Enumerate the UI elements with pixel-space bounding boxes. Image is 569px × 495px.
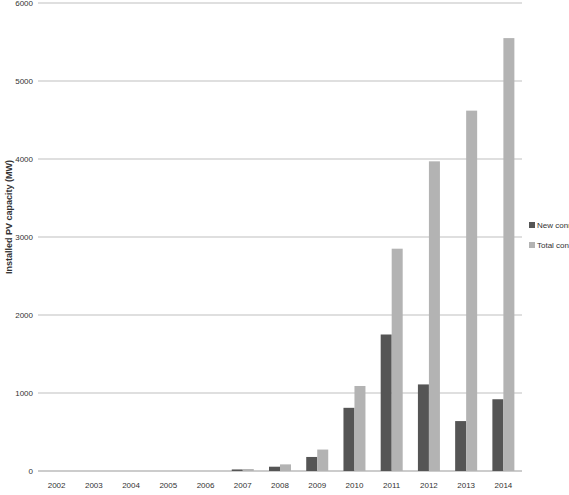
bars (232, 38, 515, 471)
bar (455, 421, 466, 471)
bar (94, 471, 105, 472)
chart-svg: 0 1000 2000 3000 4000 5000 6000 Installed PV ca… (0, 0, 569, 495)
bar (46, 471, 57, 472)
x-tick-label: 2006 (197, 481, 215, 490)
bar (492, 399, 503, 471)
x-tick-label: 2013 (457, 481, 475, 490)
x-tick-label: 2010 (346, 481, 364, 490)
grid-line (38, 3, 522, 4)
x-tick-label: 2012 (420, 481, 438, 490)
bar (57, 471, 68, 472)
bar (306, 457, 317, 471)
x-tick-label: 2003 (85, 481, 103, 490)
bar (232, 469, 243, 471)
grid-line (38, 393, 522, 394)
bar (503, 38, 514, 471)
bar (392, 249, 403, 471)
bar (343, 408, 354, 471)
y-tick-label: 5000 (15, 77, 33, 86)
bar (120, 471, 131, 472)
y-tick-label: 4000 (15, 155, 33, 164)
y-tick-label: 6000 (15, 0, 33, 8)
legend-label: Total conned (537, 241, 569, 250)
bar (83, 471, 94, 472)
bar (317, 450, 328, 471)
grid-line (38, 81, 522, 82)
legend-label: New connect (537, 221, 569, 230)
bar (206, 471, 217, 472)
bar (243, 469, 254, 471)
bar (354, 386, 365, 471)
x-tick-label: 2008 (271, 481, 289, 490)
bar (269, 467, 280, 471)
bar (280, 464, 291, 471)
x-tick-label: 2011 (383, 481, 401, 490)
y-tick-label: 2000 (15, 311, 33, 320)
legend-swatch (529, 222, 535, 228)
grid-line (38, 159, 522, 160)
x-tick-label: 2009 (308, 481, 326, 490)
legend-swatch (529, 242, 535, 248)
y-tick-label: 3000 (15, 233, 33, 242)
x-tick-label: 2004 (122, 481, 140, 490)
bar (381, 335, 392, 472)
bar (195, 471, 206, 472)
bar (168, 471, 179, 472)
bar (466, 111, 477, 471)
grid-line (38, 237, 522, 238)
bar (131, 471, 142, 472)
x-tick-label: 2002 (48, 481, 66, 490)
y-tick-label: 0 (29, 467, 34, 476)
y-axis-label: Installed PV capacity (MW) (4, 160, 14, 274)
x-tick-label: 2007 (234, 481, 252, 490)
bar (157, 471, 168, 472)
bar (429, 161, 440, 471)
x-tick-label: 2014 (494, 481, 512, 490)
x-tick-label: 2005 (159, 481, 177, 490)
grid-line (38, 315, 522, 316)
y-tick-label: 1000 (15, 389, 33, 398)
bar (418, 384, 429, 471)
chart-container: 0 1000 2000 3000 4000 5000 6000 Installed PV ca… (0, 0, 569, 495)
